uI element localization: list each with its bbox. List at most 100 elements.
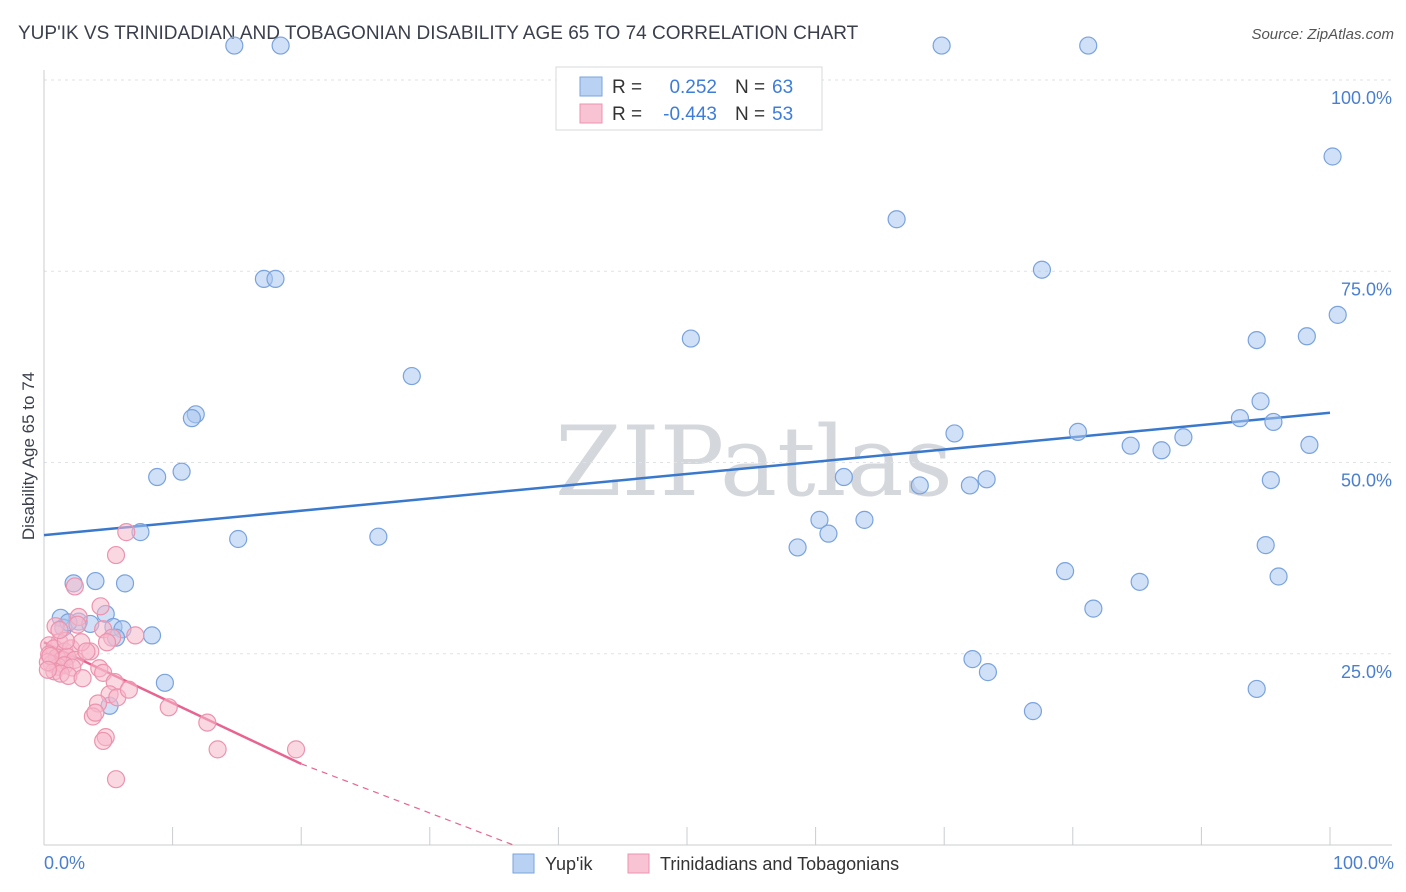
yupik-point-29 [960, 476, 980, 495]
yupik-point-56 [1084, 599, 1103, 618]
yupik-trend-line [43, 411, 1331, 537]
legend-swatch-yupik [579, 76, 603, 97]
series-legend-swatch-yupik [512, 853, 535, 874]
yupik-point-40 [1055, 562, 1075, 581]
series-legend-label-trinidadian: Trinidadians and Tobagonians [660, 854, 899, 874]
legend-n-label-1: N = [735, 77, 765, 98]
yupik-point-60 [1247, 679, 1266, 699]
yupik-point-24 [1300, 435, 1319, 455]
trinidadian-point-41 [94, 731, 113, 751]
series-legend-label-yupik: Yup'ik [545, 854, 593, 874]
trinidadian-point-30 [73, 669, 92, 688]
yupik-point-39 [1256, 536, 1275, 555]
data-points [38, 36, 1347, 789]
yupik-point-5 [887, 210, 906, 229]
y-tick-label-25: 25.0% [1341, 662, 1392, 682]
legend-r-label-2: R = [612, 104, 642, 125]
trinidadian-point-8 [126, 626, 145, 645]
yupik-point-57 [963, 650, 982, 669]
yupik-point-59 [1023, 702, 1043, 721]
yupik-point-21 [1174, 428, 1193, 447]
trinidadian-point-3 [91, 597, 110, 616]
trinidadian-point-42 [208, 740, 227, 759]
legend-r-value-2: -0.443 [663, 104, 717, 125]
x-tick-label-min: 0.0% [44, 853, 85, 873]
y-tick-label-75: 75.0% [1341, 279, 1392, 299]
yupik-point-16 [1251, 392, 1270, 411]
yupik-point-61 [155, 673, 174, 692]
trinidadian-point-0 [117, 523, 136, 542]
yupik-point-0 [225, 36, 244, 55]
yupik-point-28 [910, 476, 929, 495]
trinidadian-point-34 [119, 680, 138, 699]
trinidadian-point-50 [38, 660, 57, 679]
legend-n-value-1: 63 [772, 77, 793, 98]
y-tick-labels: 25.0% 50.0% 75.0% 100.0% [1331, 88, 1392, 682]
yupik-point-34 [819, 524, 838, 543]
trinidadian-point-6 [68, 615, 87, 634]
yupik-point-31 [1261, 470, 1280, 490]
yupik-point-2 [932, 36, 951, 55]
yupik-point-19 [945, 424, 964, 443]
axes [43, 70, 1392, 846]
y-tick-label-50: 50.0% [1341, 471, 1392, 491]
trinidadian-trend-line-extension [300, 763, 514, 846]
series-legend-swatch-trinidadian [627, 853, 650, 874]
chart-title: YUP'IK VS TRINIDADIAN AND TOBAGONIAN DIS… [18, 23, 859, 44]
yupik-point-22 [1121, 436, 1140, 455]
yupik-point-11 [1247, 331, 1266, 350]
correlation-legend: R = 0.252 N = 63 R = -0.443 N = 53 [555, 66, 823, 131]
trinidadian-point-43 [286, 740, 306, 759]
yupik-point-42 [1269, 567, 1288, 586]
series-legend: Yup'ik Trinidadians and Tobagonians [512, 853, 899, 874]
x-tick-label-max: 100.0% [1333, 853, 1394, 873]
yupik-point-26 [172, 462, 191, 481]
trinidadian-point-2 [65, 577, 84, 596]
yupik-point-3 [1079, 36, 1098, 55]
legend-r-label-1: R = [612, 77, 642, 98]
yupik-point-41 [1130, 572, 1149, 591]
yupik-point-55 [142, 626, 162, 645]
trinidadian-point-52 [97, 633, 117, 652]
yupik-point-1 [271, 36, 290, 55]
yupik-point-13 [402, 366, 421, 386]
legend-r-value-1: 0.252 [669, 77, 717, 98]
yupik-point-37 [229, 529, 248, 549]
yupik-point-20 [1068, 422, 1088, 441]
yupik-point-38 [369, 527, 388, 546]
yupik-point-27 [834, 467, 853, 487]
yupik-point-7 [266, 269, 285, 288]
chart-source: Source: ZipAtlas.com [1251, 26, 1394, 43]
yupik-point-44 [86, 571, 105, 591]
yupik-point-12 [1297, 327, 1316, 346]
trinidadian-point-44 [106, 770, 126, 789]
yupik-point-17 [1230, 409, 1250, 428]
yupik-point-8 [1032, 260, 1052, 279]
y-axis-label: Disability Age 65 to 74 [19, 372, 38, 540]
yupik-point-10 [681, 329, 700, 348]
yupik-point-15 [182, 409, 201, 428]
trinidadian-point-51 [50, 620, 69, 640]
trinidadian-point-37 [86, 703, 105, 722]
yupik-point-30 [977, 470, 996, 489]
yupik-point-45 [115, 574, 135, 593]
legend-n-label-2: N = [735, 104, 765, 125]
yupik-point-35 [788, 538, 807, 557]
legend-n-value-2: 53 [772, 104, 793, 125]
yupik-point-58 [978, 663, 998, 682]
yupik-point-32 [810, 510, 829, 529]
yupik-point-4 [1323, 147, 1342, 166]
trinidadian-point-48 [77, 642, 96, 661]
yupik-point-23 [1152, 441, 1171, 460]
y-tick-label-100: 100.0% [1331, 88, 1392, 108]
trinidadian-point-38 [159, 698, 178, 717]
yupik-point-9 [1328, 305, 1347, 324]
yupik-point-33 [855, 510, 874, 529]
yupik-point-25 [148, 467, 167, 487]
grid-lines [44, 79, 1392, 655]
legend-swatch-trinidadian [579, 103, 603, 124]
trinidadian-point-39 [198, 713, 217, 732]
yupik-point-18 [1264, 412, 1283, 432]
trinidadian-point-1 [106, 545, 126, 565]
